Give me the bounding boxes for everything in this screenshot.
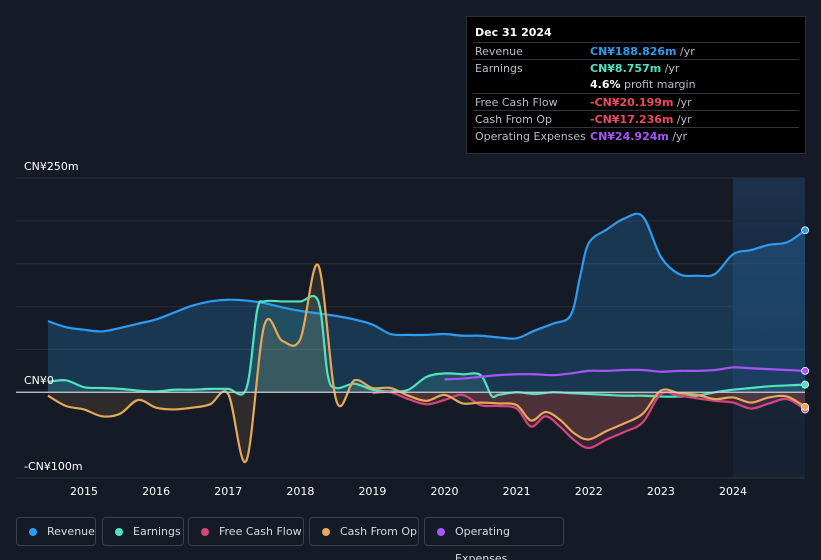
legend-label: Cash From Op xyxy=(340,525,418,538)
tooltip-label: Earnings xyxy=(475,62,523,75)
tooltip-value: 4.6% xyxy=(590,78,621,91)
tooltip-value: -CN¥20.199m xyxy=(590,96,674,109)
x-tick-label: 2022 xyxy=(575,485,603,498)
tooltip-value: CN¥188.826m xyxy=(590,45,677,58)
x-tick-label: 2020 xyxy=(431,485,459,498)
cash-from-op-line xyxy=(47,263,806,464)
gridlines xyxy=(16,177,805,479)
series-areas xyxy=(47,213,806,463)
x-tick-label: 2017 xyxy=(214,485,242,498)
tooltip-unit: /yr xyxy=(668,130,688,143)
cash-from-op-area xyxy=(47,264,806,463)
x-tick-label: 2015 xyxy=(70,485,98,498)
tooltip-label: Cash From Op xyxy=(475,113,553,126)
legend-label: Revenue xyxy=(47,525,95,538)
y-tick-label-zero: CN¥0 xyxy=(24,374,54,387)
cash-from-op-dot-icon xyxy=(322,528,330,536)
x-tick-label: 2019 xyxy=(358,485,386,498)
x-tick-label: 2023 xyxy=(647,485,675,498)
legend-label: Earnings xyxy=(133,525,181,538)
tooltip-unit: /yr xyxy=(673,96,692,109)
tooltip-value: CN¥24.924m xyxy=(590,130,669,143)
tooltip-row-fcf: Free Cash Flow -CN¥20.199m /yr xyxy=(473,93,799,110)
tooltip-unit: profit margin xyxy=(620,78,696,91)
revenue-area xyxy=(47,213,806,393)
operating-expenses-dot-icon xyxy=(437,528,445,536)
earnings-dot-icon xyxy=(115,528,123,536)
tooltip-value: CN¥8.757m xyxy=(590,62,662,75)
tooltip-value: -CN¥17.236m xyxy=(590,113,674,126)
operating-expenses-endpoint xyxy=(801,366,810,375)
y-tick-label-bottom: -CN¥100m xyxy=(24,460,83,473)
x-tick-label: 2018 xyxy=(286,485,314,498)
tooltip-unit: /yr xyxy=(673,113,692,126)
legend-item-earnings[interactable]: Earnings xyxy=(102,517,184,546)
tooltip-row-margin: 4.6% profit margin xyxy=(473,76,799,93)
tooltip-row-cfo: Cash From Op -CN¥17.236m /yr xyxy=(473,110,799,127)
tooltip-row-opex: Operating Expenses CN¥24.924m /yr xyxy=(473,127,799,144)
x-tick-label: 2024 xyxy=(719,485,747,498)
series-lines xyxy=(16,212,806,464)
tooltip-unit: /yr xyxy=(661,62,680,75)
legend-item-cash-from-op[interactable]: Cash From Op xyxy=(309,517,419,546)
free-cash-flow-line xyxy=(372,390,806,450)
free-cash-flow-dot-icon xyxy=(201,528,209,536)
series-endpoints xyxy=(801,226,810,414)
legend-item-operating-expenses[interactable]: Operating Expenses xyxy=(424,517,564,560)
tooltip-label: Operating Expenses xyxy=(475,130,586,143)
highlight-region xyxy=(733,178,805,478)
operating-expenses-line xyxy=(444,366,806,381)
revenue-dot-icon xyxy=(29,528,37,536)
revenue-endpoint xyxy=(801,226,810,235)
tooltip-row-earnings: Earnings CN¥8.757m /yr xyxy=(473,59,799,76)
tooltip-label: Free Cash Flow xyxy=(475,96,558,109)
legend-label: Free Cash Flow xyxy=(219,525,302,538)
free-cash-flow-area xyxy=(372,391,806,449)
earnings-line xyxy=(47,294,806,399)
earnings-endpoint xyxy=(801,380,810,389)
x-axis-ticks: 2015 2016 2017 2018 2019 2020 2021 2022 2023 2024 xyxy=(70,485,747,498)
legend-label: Operating Expenses xyxy=(455,525,510,560)
legend-item-free-cash-flow[interactable]: Free Cash Flow xyxy=(188,517,304,546)
x-tick-label: 2021 xyxy=(503,485,531,498)
tooltip-date: Dec 31 2024 xyxy=(475,26,552,39)
tooltip-panel: Dec 31 2024 Revenue CN¥188.826m /yr Earn… xyxy=(466,16,806,154)
cash-from-op-endpoint xyxy=(801,402,810,411)
tooltip-label: Revenue xyxy=(475,45,523,58)
tooltip-row-revenue: Revenue CN¥188.826m /yr xyxy=(473,42,799,59)
revenue-line xyxy=(47,212,806,340)
legend-item-revenue[interactable]: Revenue xyxy=(16,517,96,546)
y-tick-label-top: CN¥250m xyxy=(24,160,79,173)
tooltip-unit: /yr xyxy=(676,45,695,58)
x-tick-label: 2016 xyxy=(142,485,170,498)
